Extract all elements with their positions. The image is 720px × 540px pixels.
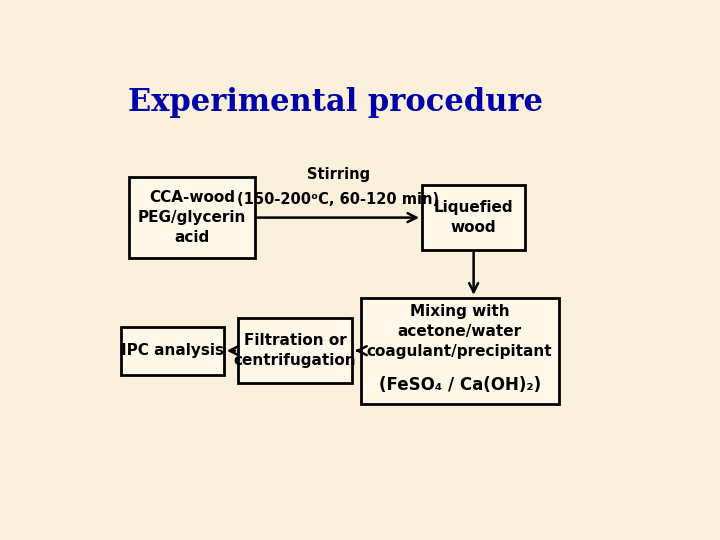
FancyBboxPatch shape xyxy=(238,319,352,383)
Text: CCA-wood
PEG/glycerin
acid: CCA-wood PEG/glycerin acid xyxy=(138,190,246,245)
Text: Filtration or
centrifugation: Filtration or centrifugation xyxy=(234,333,356,368)
FancyBboxPatch shape xyxy=(422,185,526,250)
Text: Stirring: Stirring xyxy=(307,167,370,183)
Text: Mixing with
acetone/water
coagulant/precipitant: Mixing with acetone/water coagulant/prec… xyxy=(367,304,552,359)
FancyBboxPatch shape xyxy=(121,327,224,375)
Text: Experimental procedure: Experimental procedure xyxy=(128,87,543,118)
FancyBboxPatch shape xyxy=(361,298,559,404)
Text: Liquefied
wood: Liquefied wood xyxy=(434,200,513,235)
FancyBboxPatch shape xyxy=(129,177,255,258)
Text: IPC analysis: IPC analysis xyxy=(121,343,224,358)
Text: (FeSO₄ / Ca(OH)₂): (FeSO₄ / Ca(OH)₂) xyxy=(379,376,541,394)
Text: (150-200ᵒC, 60-120 min): (150-200ᵒC, 60-120 min) xyxy=(238,192,439,207)
